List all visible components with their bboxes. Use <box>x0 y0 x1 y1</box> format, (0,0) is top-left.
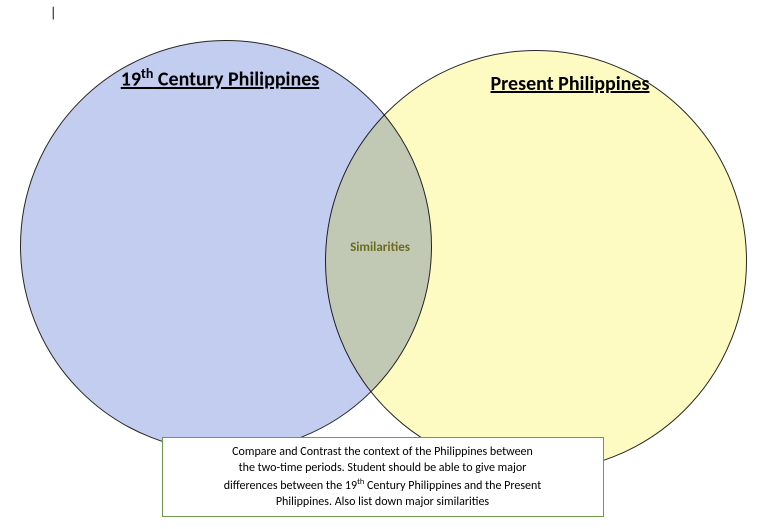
venn-diagram: 19th Century Philippines Present Philipp… <box>0 10 765 460</box>
intersection-label: Similarities <box>325 240 435 255</box>
caption-line: Philippines. Also list down major simila… <box>276 495 489 509</box>
caption-box: Compare and Contrast the context of the … <box>162 437 604 517</box>
right-circle-label: Present Philippines <box>445 72 695 96</box>
left-circle-label: 19th Century Philippines <box>95 65 345 92</box>
caption-line: Compare and Contrast the context of the … <box>232 445 533 459</box>
caption-line: the two-time periods. Student should be … <box>239 461 527 475</box>
caption-line: differences between the 19th Century Phi… <box>224 479 542 493</box>
